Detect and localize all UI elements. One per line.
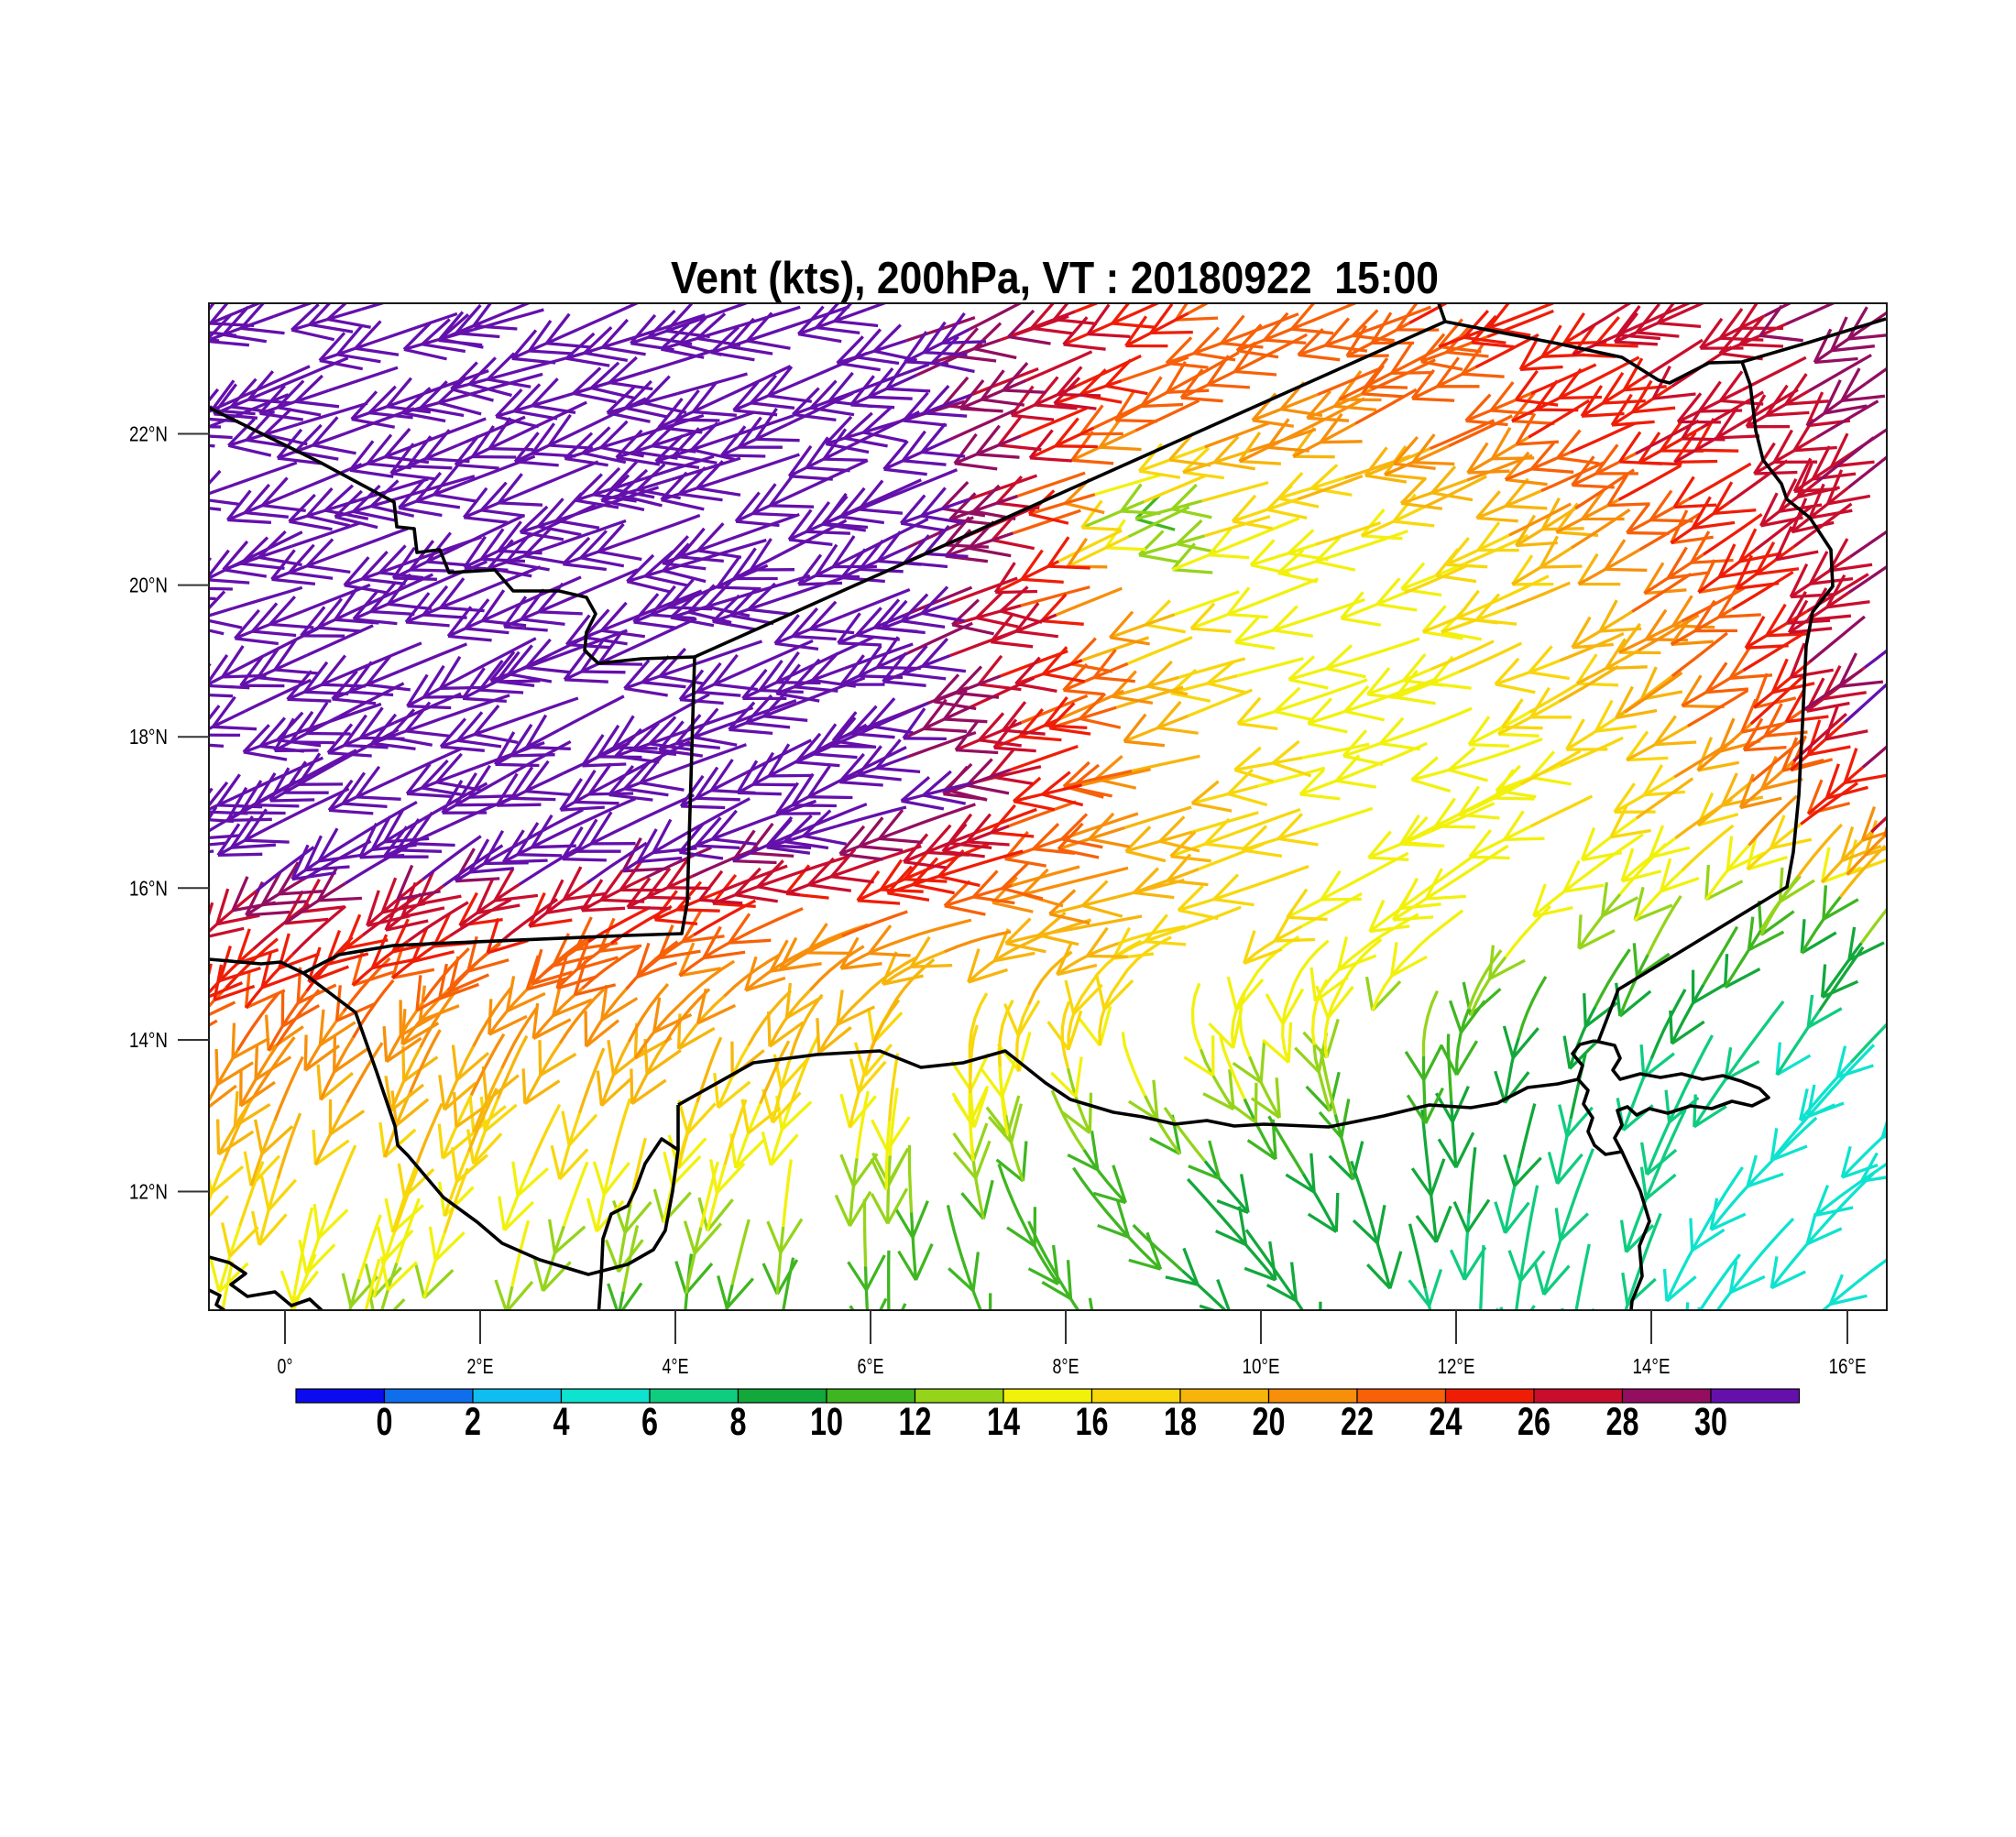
svg-text:24: 24 (1430, 1400, 1463, 1444)
svg-text:20: 20 (1253, 1400, 1286, 1444)
svg-text:16°E: 16°E (1829, 1354, 1867, 1378)
svg-text:4°E: 4°E (663, 1354, 689, 1378)
svg-text:18: 18 (1164, 1400, 1197, 1444)
svg-text:2°E: 2°E (467, 1354, 494, 1378)
svg-text:6°E: 6°E (858, 1354, 884, 1378)
svg-text:22: 22 (1341, 1400, 1374, 1444)
svg-text:22°N: 22°N (129, 422, 168, 446)
svg-text:28: 28 (1606, 1400, 1639, 1444)
svg-text:14°E: 14°E (1633, 1354, 1671, 1378)
svg-text:14: 14 (987, 1400, 1020, 1444)
svg-text:16°N: 16°N (129, 876, 168, 900)
svg-text:30: 30 (1694, 1400, 1727, 1444)
svg-text:12°N: 12°N (129, 1180, 168, 1204)
svg-text:2: 2 (465, 1400, 481, 1444)
svg-text:10: 10 (810, 1400, 843, 1444)
svg-text:4: 4 (553, 1400, 570, 1444)
svg-text:0: 0 (377, 1400, 393, 1444)
svg-text:26: 26 (1517, 1400, 1550, 1444)
svg-text:0°: 0° (278, 1354, 293, 1378)
svg-text:Vent (kts), 200hPa, VT : 20180: Vent (kts), 200hPa, VT : 20180922 15:00 (671, 254, 1439, 303)
svg-text:12°E: 12°E (1438, 1354, 1475, 1378)
svg-text:12: 12 (899, 1400, 932, 1444)
svg-text:20°N: 20°N (129, 574, 168, 597)
svg-text:8: 8 (730, 1400, 747, 1444)
svg-text:6: 6 (641, 1400, 658, 1444)
svg-text:14°N: 14°N (129, 1028, 168, 1052)
svg-text:16: 16 (1076, 1400, 1109, 1444)
svg-text:10°E: 10°E (1243, 1354, 1280, 1378)
svg-text:8°E: 8°E (1053, 1354, 1079, 1378)
svg-text:18°N: 18°N (129, 725, 168, 749)
